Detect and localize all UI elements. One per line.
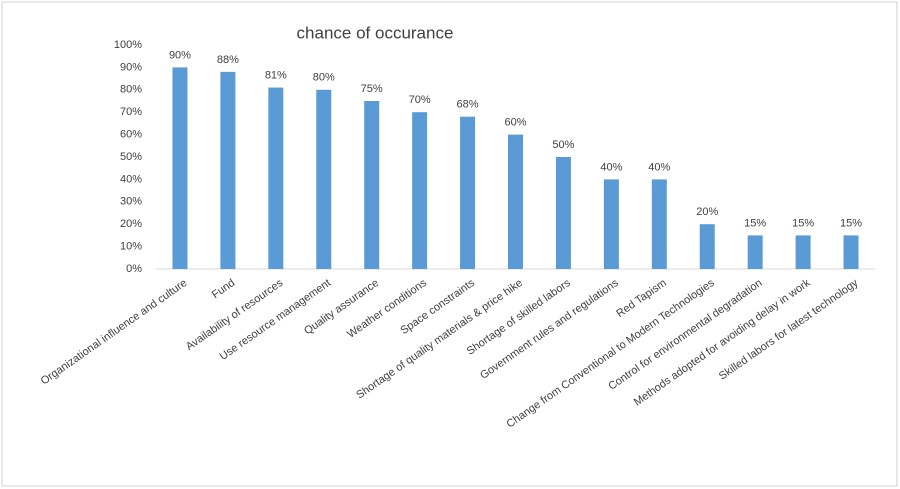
- bar: [316, 89, 332, 269]
- y-tick-label: 60%: [120, 129, 142, 141]
- y-tick-label: 0%: [126, 263, 142, 275]
- value-label: 20%: [696, 206, 718, 218]
- value-label: 70%: [409, 94, 431, 106]
- bar: [795, 235, 811, 269]
- y-tick-label: 20%: [120, 218, 142, 230]
- bar: [603, 179, 619, 269]
- bar: [747, 235, 763, 269]
- y-tick-label: 70%: [120, 106, 142, 118]
- bar: [460, 116, 476, 270]
- chart-title: chance of occurance: [297, 23, 454, 42]
- value-label: 15%: [840, 217, 862, 229]
- value-label: 81%: [265, 69, 287, 81]
- value-label: 68%: [457, 99, 479, 111]
- bar: [268, 87, 284, 269]
- bar: [651, 179, 667, 269]
- value-label: 15%: [744, 217, 766, 229]
- bar: [412, 112, 428, 269]
- value-label: 60%: [504, 117, 526, 129]
- value-label: 88%: [217, 54, 239, 66]
- bar: [555, 157, 571, 269]
- bar: [699, 224, 715, 269]
- y-tick-label: 90%: [120, 61, 142, 73]
- bar: [172, 67, 188, 270]
- value-label: 40%: [648, 161, 670, 173]
- bar: [843, 235, 859, 269]
- y-tick-label: 10%: [120, 241, 142, 253]
- value-label: 90%: [169, 49, 191, 61]
- y-tick-label: 30%: [120, 196, 142, 208]
- bar: [508, 134, 523, 269]
- bar: [220, 71, 236, 269]
- y-tick-label: 100%: [114, 39, 142, 51]
- value-label: 50%: [552, 139, 574, 151]
- value-label: 40%: [600, 161, 622, 173]
- bar: [364, 101, 380, 269]
- value-label: 15%: [792, 217, 814, 229]
- y-tick-label: 50%: [120, 151, 142, 163]
- y-tick-label: 40%: [120, 173, 142, 185]
- y-tick-label: 80%: [120, 84, 142, 96]
- value-label: 75%: [361, 83, 383, 95]
- value-label: 80%: [313, 72, 335, 84]
